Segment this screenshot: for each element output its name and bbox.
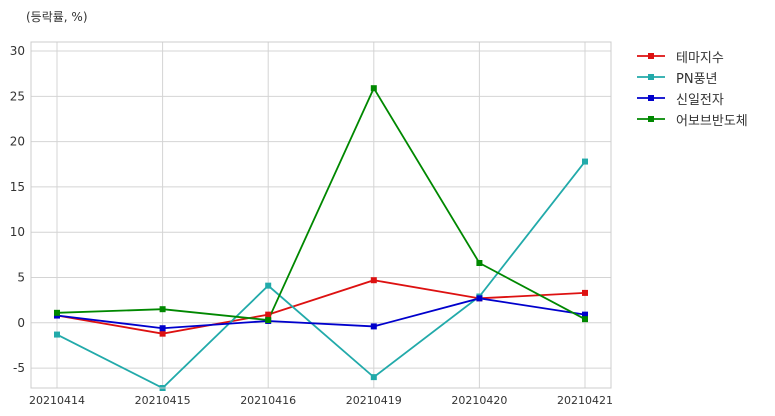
data-point [159,306,166,313]
legend-item: 어보브반도체 [636,109,748,129]
y-tick-label: 20 [10,135,25,149]
plot-frame [30,41,612,389]
x-tick-label: 20210420 [451,394,507,407]
legend-item: 신일전자 [636,88,748,108]
data-point [159,330,166,337]
unit-label: (등락률, %) [26,10,88,24]
x-axis-ticks: 20210414 20210415 20210416 20210419 20210420… [29,394,613,407]
data-point [265,317,272,324]
series-line [56,297,586,330]
data-point [370,277,377,284]
data-point [370,85,377,92]
y-tick-label: -5 [13,361,25,375]
data-point [370,323,377,330]
series-lines [56,86,586,390]
data-point [265,311,272,318]
x-tick-label: 20210421 [557,394,613,407]
data-point [370,374,377,381]
legend-label: 어보브반도체 [676,113,748,129]
legend-swatch [637,116,665,122]
y-tick-label: 15 [10,180,25,194]
legend-item: 테마지수 [636,46,748,66]
data-point [476,260,483,267]
legend-label: 신일전자 [676,92,724,108]
data-point [476,295,483,302]
legend-item: PN풍년 [636,67,748,87]
legend-swatch [637,95,665,101]
series-line [56,161,586,390]
legend-swatch [637,53,665,59]
data-point [54,331,60,338]
y-tick-label: 0 [17,316,25,330]
series-line [56,86,586,322]
data-point [582,289,588,296]
y-tick-label: 30 [10,44,25,58]
series-markers [54,85,588,391]
y-axis-ticks: -5 0 5 10 15 20 25 30 [10,44,25,375]
grid [31,42,611,388]
legend-swatch [637,74,665,80]
x-tick-label: 20210419 [346,394,402,407]
data-point [265,282,272,289]
y-tick-label: 5 [17,270,25,284]
legend-label: PN풍년 [676,71,718,87]
y-tick-label: 25 [10,89,25,103]
data-point [54,309,60,316]
series-line [56,279,586,335]
data-point [582,311,588,318]
x-tick-label: 20210416 [240,394,296,407]
x-tick-label: 20210415 [135,394,191,407]
data-point [582,316,588,323]
y-tick-label: 10 [10,225,25,239]
legend-label: 테마지수 [676,50,724,66]
x-tick-label: 20210414 [29,394,85,407]
data-point [159,325,166,332]
data-point [582,158,588,165]
